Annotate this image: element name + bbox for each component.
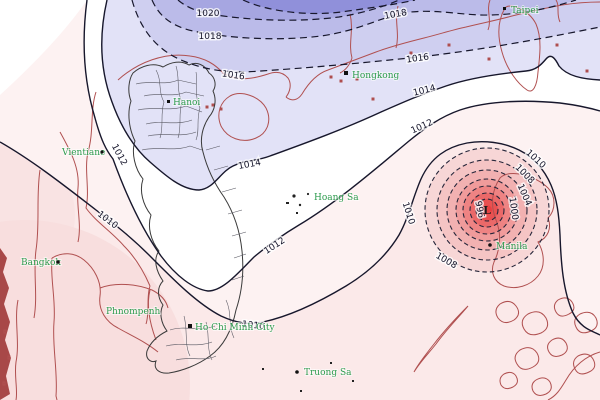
city-label-hoang-sa: Hoang Sa bbox=[314, 193, 359, 203]
low-pressure-system bbox=[425, 148, 549, 272]
isobar-1008-ring bbox=[424, 147, 550, 273]
city-dot-manila bbox=[488, 243, 492, 247]
isobar-1016-line bbox=[131, 0, 600, 73]
city-dot-hongkong bbox=[344, 71, 348, 75]
isobar-1012-line bbox=[83, 0, 600, 292]
city-label-hanoi: Hanoi bbox=[173, 98, 200, 108]
isobar-label: 1016 bbox=[221, 69, 245, 82]
low-pressure-rings bbox=[424, 147, 550, 273]
city-dot-bangkok bbox=[56, 260, 60, 264]
pink-deep-corner bbox=[0, 220, 190, 400]
isobar-1004-ring bbox=[446, 169, 528, 251]
isobar-label: 1016 bbox=[406, 52, 430, 65]
high-pressure-region bbox=[101, 0, 600, 190]
isobar-1006-ring bbox=[436, 159, 538, 261]
isobar-1022-line bbox=[242, 0, 416, 15]
isobars-solid bbox=[0, 0, 600, 336]
low-center-symbol: L bbox=[483, 204, 491, 217]
isobar-label: 1000 bbox=[506, 197, 519, 221]
isobar-1000-ring bbox=[462, 185, 512, 235]
city-label-taipei: Taipei bbox=[511, 6, 539, 16]
low-core bbox=[482, 205, 492, 215]
city-dot-hanoi bbox=[167, 100, 170, 103]
city-labels: Taipei Hongkong Hanoi Vientiane Bangkok … bbox=[20, 5, 540, 379]
vietnam-provinces bbox=[135, 65, 247, 361]
isobar-1020-line bbox=[177, 0, 400, 21]
city-label-phnompenh: Phnompenh bbox=[106, 307, 160, 317]
city-label-vientiane: Vientiane bbox=[61, 148, 105, 158]
city-label-manila: Manila bbox=[496, 242, 528, 252]
city-dot-taipei bbox=[503, 7, 506, 10]
isobar-998-ring bbox=[469, 192, 505, 228]
isobar-996-ring bbox=[475, 198, 499, 222]
city-dot-vientiane bbox=[100, 150, 104, 154]
pink-deep-left bbox=[0, 145, 75, 285]
city-label-hongkong: Hongkong bbox=[352, 71, 399, 81]
city-label-ho-chi-minh-city: Ho Chi Minh City bbox=[195, 323, 275, 333]
isobar-1014-line bbox=[101, 0, 600, 191]
city-label-bangkok: Bangkok bbox=[21, 258, 61, 268]
isobar-label: 1018 bbox=[199, 32, 222, 42]
isobar-label: 1010 bbox=[241, 320, 265, 332]
vietnam-map bbox=[128, 61, 247, 374]
isobar-1002-ring bbox=[455, 178, 519, 242]
city-dot-ho-chi-minh-city bbox=[188, 324, 192, 328]
isobar-1010-line bbox=[0, 141, 600, 336]
isobars-dashed-high bbox=[131, 0, 600, 73]
isobar-label: 1020 bbox=[197, 9, 220, 19]
island-specks bbox=[262, 192, 354, 392]
city-label-truong-sa: Truong Sa bbox=[304, 368, 352, 378]
band-1022 bbox=[243, 0, 415, 14]
city-dot-truong-sa bbox=[295, 370, 299, 374]
